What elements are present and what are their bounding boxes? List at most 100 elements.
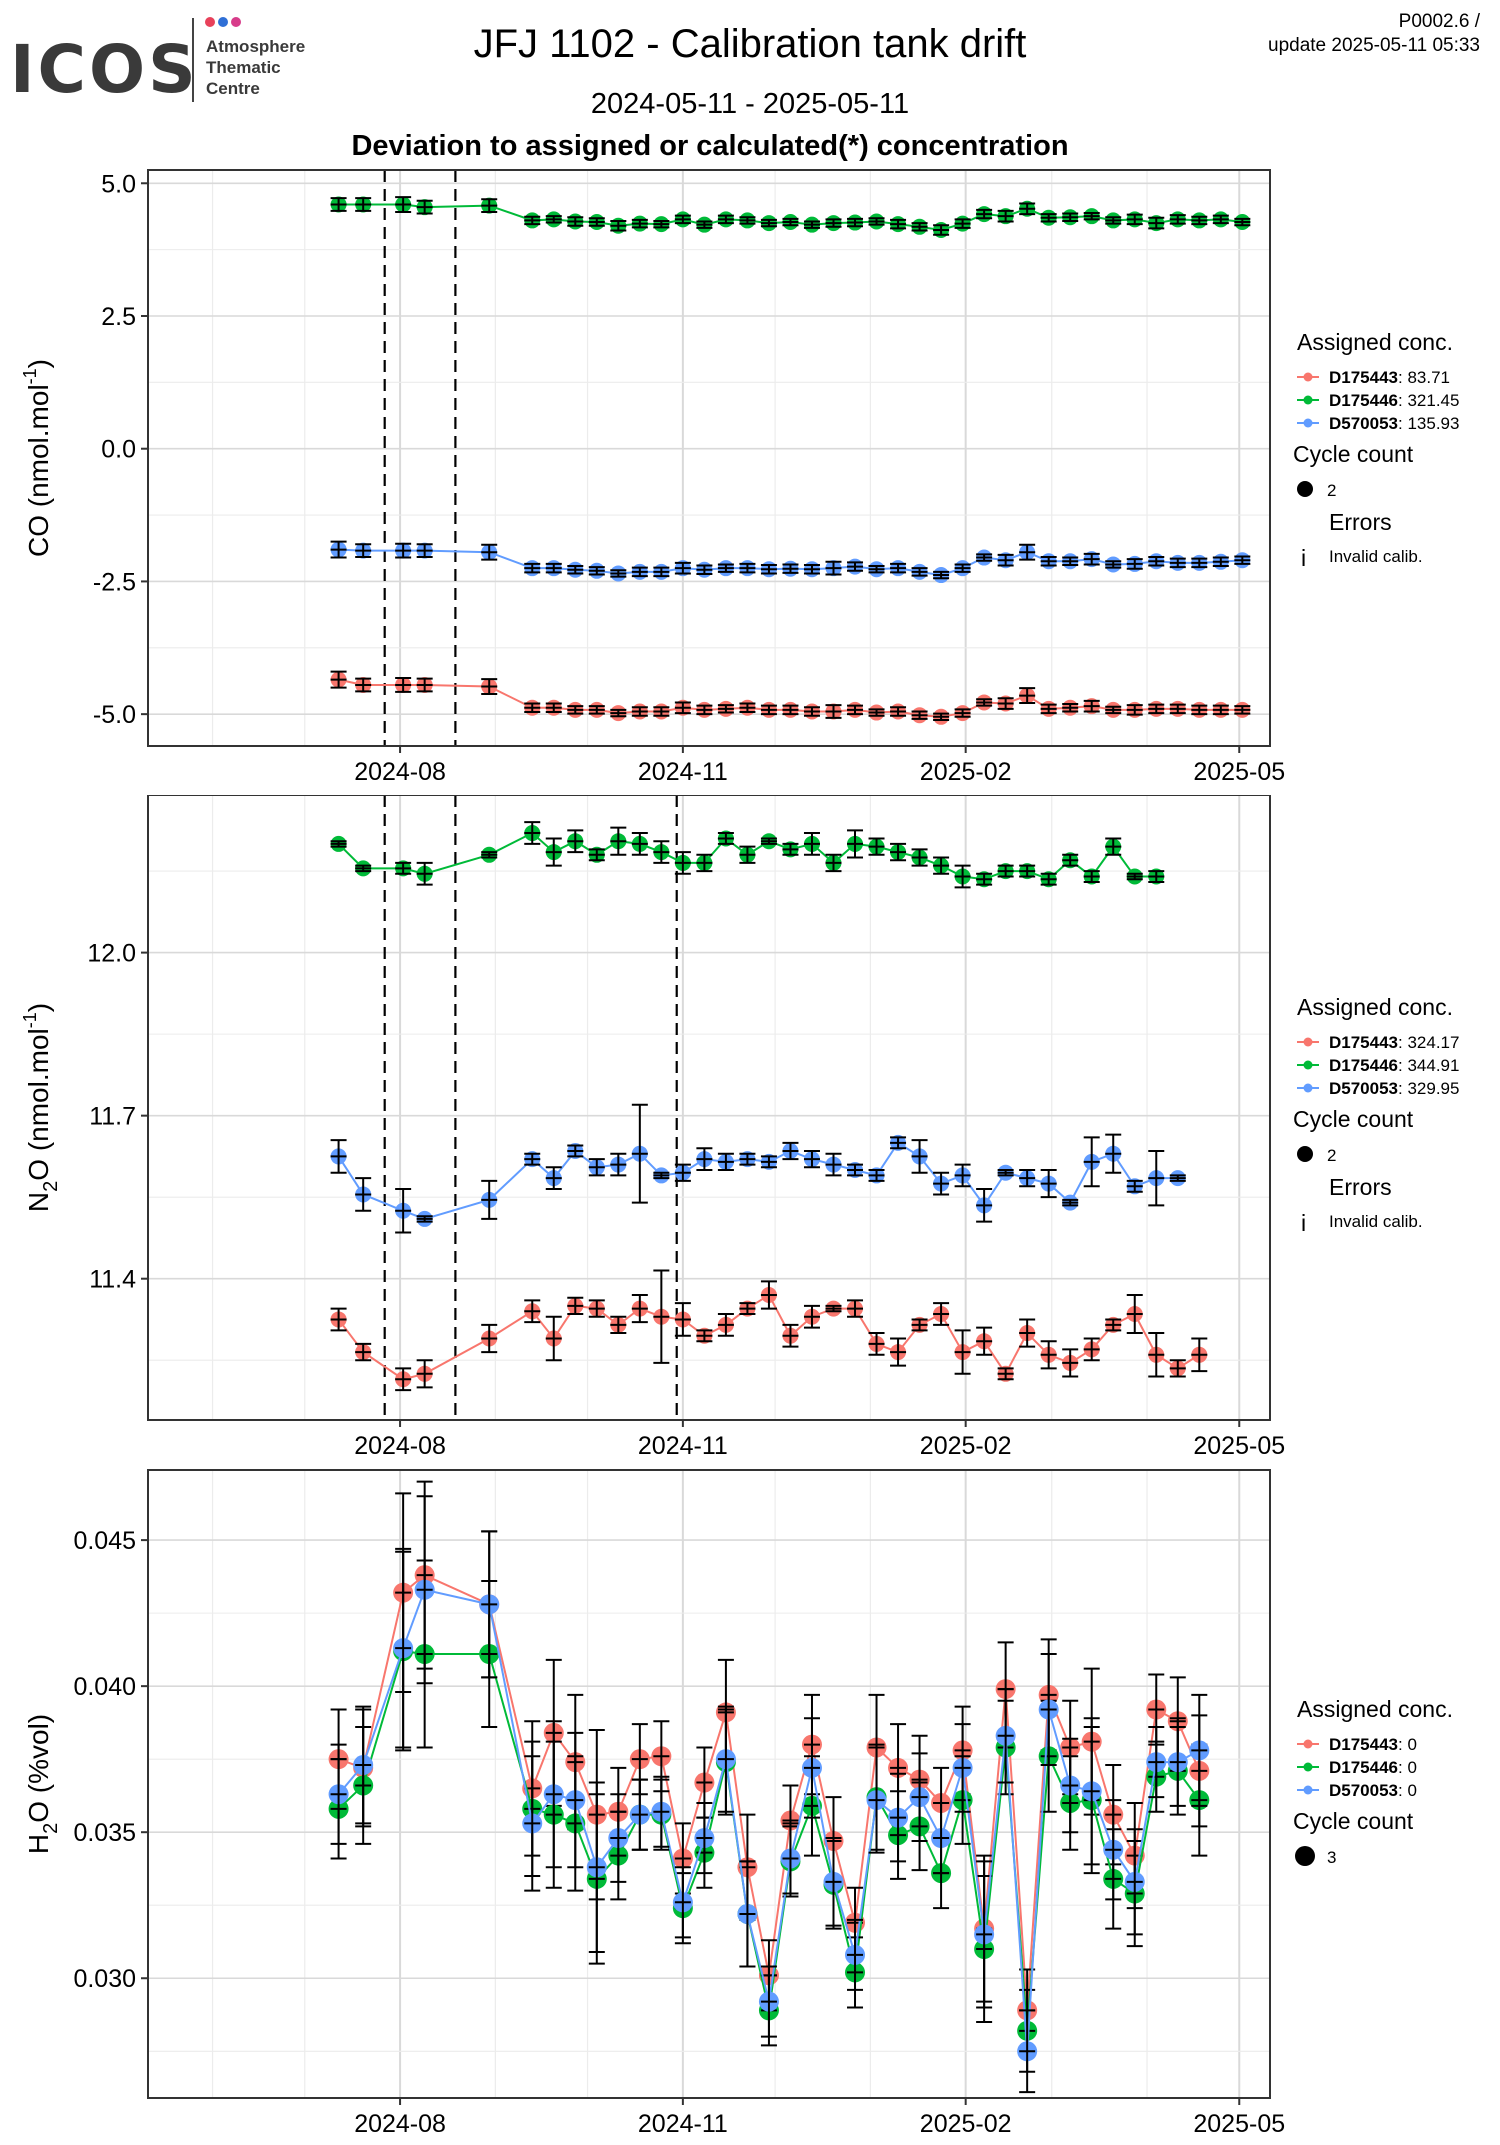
y-tick-label: -2.5 xyxy=(93,568,136,596)
legend-errors-label: Invalid calib. xyxy=(1329,547,1423,566)
y-tick-label: 0.0 xyxy=(101,436,136,464)
grid xyxy=(148,170,1270,746)
legend-series-name: D570053 xyxy=(1329,414,1398,433)
plot-frame xyxy=(147,1469,1271,2099)
series-D175443 xyxy=(330,670,1251,725)
y-tick-label: 0.045 xyxy=(73,1527,136,1555)
legend-key-dot xyxy=(1303,1037,1313,1047)
plot-frame xyxy=(147,169,1271,747)
update-timestamp: update 2025-05-11 05:33 xyxy=(1268,35,1480,56)
legend-series-name: D175443 xyxy=(1329,1033,1398,1052)
y-axis-label-part: 2 xyxy=(40,1823,62,1834)
x-tick-label: 2025-02 xyxy=(920,2110,1012,2138)
legend-cycle-dot xyxy=(1295,1846,1315,1866)
y-axis-label-part: ) xyxy=(23,359,54,368)
y-axis-label-part: 2 xyxy=(40,1181,62,1192)
legend-cycle-dot xyxy=(1297,481,1313,497)
legend-key-dot xyxy=(1303,1762,1313,1772)
legend-item: D570053: 0 xyxy=(1329,1781,1417,1800)
icos-logo: ICOS Atmosphere Thematic Centre xyxy=(10,17,305,107)
y-tick-label: 0.035 xyxy=(73,1819,136,1847)
x-tick-label: 2024-08 xyxy=(354,2110,446,2138)
logo-dot-pink xyxy=(231,17,241,27)
y-axis-label-part: -1 xyxy=(20,368,40,384)
series-D175443 xyxy=(330,1269,1208,1392)
y-tick-label: 2.5 xyxy=(101,303,136,331)
legend-item: D175446: 321.45 xyxy=(1329,391,1459,410)
logo-wordmark: ICOS xyxy=(10,31,199,107)
legend-cycle-value: 2 xyxy=(1327,1146,1336,1165)
x-tick-label: 2025-02 xyxy=(920,1432,1012,1455)
legend-series-name: D175446 xyxy=(1329,1056,1398,1075)
x-tick-label: 2024-08 xyxy=(354,758,446,786)
y-axis-label: H2O (%vol) xyxy=(23,1714,62,1854)
legend-series-value: : 321.45 xyxy=(1398,391,1459,410)
legend-errors-symbol: i xyxy=(1301,545,1306,571)
y-axis-label-part: ) xyxy=(23,1003,54,1012)
legend-series-value: : 0 xyxy=(1398,1781,1417,1800)
legend-cycle-value: 2 xyxy=(1327,481,1336,500)
legend-key-dot xyxy=(1303,1060,1313,1070)
logo-dot-blue xyxy=(218,17,228,27)
legend-item: D175446: 0 xyxy=(1329,1758,1417,1777)
legend-key-dot xyxy=(1303,372,1313,382)
y-axis-label-part: O (nmol.mol xyxy=(23,1028,54,1180)
series-D175446 xyxy=(330,196,1251,238)
x-tick-label: 2024-08 xyxy=(354,1432,446,1455)
legend-series-value: : 135.93 xyxy=(1398,414,1459,433)
legend-cycle-dot xyxy=(1297,1146,1313,1162)
legend-series-value: : 83.71 xyxy=(1398,368,1450,387)
legend-key-dot xyxy=(1303,418,1313,428)
legend-series-value: : 329.95 xyxy=(1398,1079,1459,1098)
y-axis-label: N2O (nmol.mol-1) xyxy=(20,1003,62,1212)
y-axis-label: CO (nmol.mol-1) xyxy=(20,359,54,557)
y-axis-label-part: N xyxy=(23,1192,54,1212)
legend-series-name: D570053 xyxy=(1329,1079,1398,1098)
legend-item: D570053: 329.95 xyxy=(1329,1079,1459,1098)
legend-cycle-value: 3 xyxy=(1327,1848,1336,1867)
legend-errors-label: Invalid calib. xyxy=(1329,1212,1423,1231)
x-tick-label: 2024-11 xyxy=(638,2110,728,2138)
y-tick-label: -5.0 xyxy=(93,701,136,729)
y-axis-label-part: -1 xyxy=(20,1012,40,1028)
x-tick-label: 2025-05 xyxy=(1193,2110,1285,2138)
legend-item: D570053: 135.93 xyxy=(1329,414,1459,433)
page-title: JFJ 1102 - Calibration tank drift xyxy=(473,22,1027,66)
legend-item: D175446: 344.91 xyxy=(1329,1056,1459,1075)
legend-cycle-title: Cycle count xyxy=(1293,1808,1414,1834)
legend-errors-title: Errors xyxy=(1329,509,1392,535)
legend-series-name: D175446 xyxy=(1329,1758,1398,1777)
y-tick-label: 5.0 xyxy=(101,170,136,198)
n2o-panel: 12.0 11.7 11.4 2024-08 2024-11 2025-02 2025-05… xyxy=(20,795,1459,1455)
logo-sub-line1: Atmosphere xyxy=(206,37,305,56)
legend-cycle-title: Cycle count xyxy=(1293,441,1414,467)
legend-title: Assigned conc. xyxy=(1297,329,1453,355)
y-tick-label: 11.7 xyxy=(89,1103,136,1131)
legend-series-value: : 0 xyxy=(1398,1758,1417,1777)
legend-item: D175443: 0 xyxy=(1329,1735,1417,1754)
update-info: P0002.6 / update 2025-05-11 05:33 xyxy=(1268,10,1480,58)
legend-series-value: : 344.91 xyxy=(1398,1056,1459,1075)
y-tick-label: 0.040 xyxy=(73,1673,136,1701)
ref-code: P0002.6 / xyxy=(1398,11,1480,32)
legend-item: D175443: 83.71 xyxy=(1329,368,1450,387)
x-tick-label: 2025-05 xyxy=(1193,1432,1285,1455)
x-tick-label: 2025-05 xyxy=(1193,758,1285,786)
legend-errors-symbol: i xyxy=(1301,1210,1306,1236)
grid xyxy=(148,795,1270,1420)
series-D570053 xyxy=(328,1495,1210,2094)
legend-series-name: D175443 xyxy=(1329,1735,1398,1754)
y-tick-label: 12.0 xyxy=(87,940,136,968)
y-tick-label: 0.030 xyxy=(73,1965,136,1993)
legend-key-dot xyxy=(1303,1083,1313,1093)
legend-series-value: : 324.17 xyxy=(1398,1033,1459,1052)
series-D570053 xyxy=(330,1103,1186,1234)
series-D570053 xyxy=(330,540,1251,584)
legend-item: D175443: 324.17 xyxy=(1329,1033,1459,1052)
co-panel: 5.0 2.5 0.0 -2.5 -5.0 2024-08 2024-11 2025-02 20… xyxy=(20,169,1459,786)
legend-key-dot xyxy=(1303,395,1313,405)
x-tick-label: 2024-11 xyxy=(638,758,728,786)
y-axis-label-part: H xyxy=(23,1834,54,1854)
chart-subtitle: Deviation to assigned or calculated(*) c… xyxy=(351,130,1069,162)
y-axis-label-part: O (%vol) xyxy=(23,1714,54,1823)
